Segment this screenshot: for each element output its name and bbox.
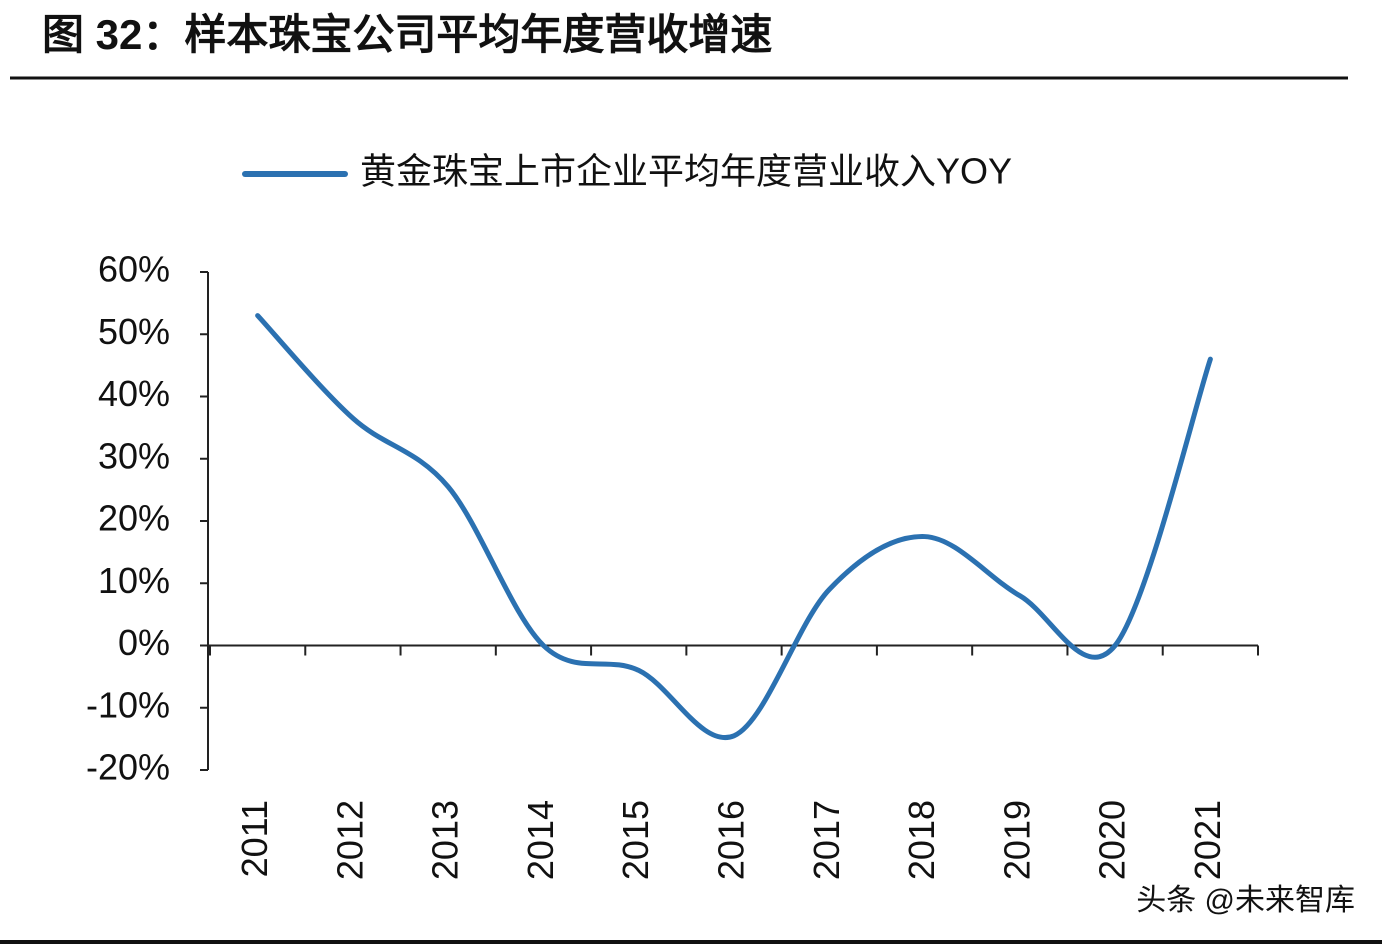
x-tick-label: 2018 (901, 800, 942, 880)
y-tick-label: -10% (86, 684, 170, 725)
y-tick-label: -20% (86, 747, 170, 788)
y-tick-label: 0% (118, 622, 170, 663)
x-tick-label: 2019 (996, 800, 1037, 880)
y-tick-label: 20% (98, 498, 170, 539)
y-tick-label: 40% (98, 373, 170, 414)
x-tick-label: 2013 (425, 800, 466, 880)
y-tick-label: 30% (98, 435, 170, 476)
x-tick-label: 2016 (711, 800, 752, 880)
x-tick-label: 2021 (1187, 800, 1228, 880)
x-tick-label: 2012 (329, 800, 370, 880)
y-tick-label: 60% (98, 249, 170, 290)
watermark: 头条 @未来智库 (1136, 884, 1355, 917)
x-tick-label: 2014 (520, 800, 561, 880)
chart-title: 图 32：样本珠宝公司平均年度营收增速 (42, 11, 772, 58)
series-line (255, 313, 1213, 741)
y-tick-label: 10% (98, 560, 170, 601)
x-tick-label: 2015 (615, 800, 656, 880)
legend-label: 黄金珠宝上市企业平均年度营业收入YOY (360, 151, 1012, 192)
x-tick-label: 2011 (234, 800, 275, 877)
x-tick-label: 2017 (806, 800, 847, 880)
y-tick-label: 50% (98, 311, 170, 352)
x-tick-label: 2020 (1092, 800, 1133, 880)
